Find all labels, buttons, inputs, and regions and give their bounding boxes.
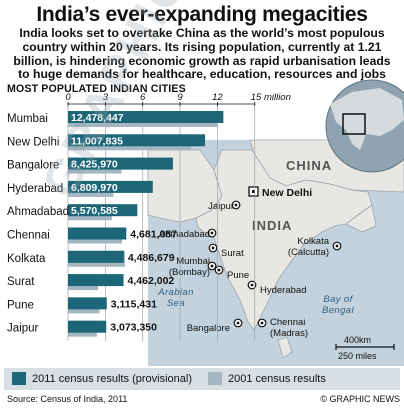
x-tick-label: 15 million — [251, 92, 291, 103]
bar-2011 — [68, 204, 138, 217]
bar-value-label: 11,007,835 — [71, 135, 123, 147]
x-tick-label: 9 — [177, 92, 183, 103]
bar-2011 — [68, 180, 153, 193]
scale-miles-label: 250 miles — [338, 351, 377, 361]
category-label: Hyderabad — [7, 183, 63, 195]
city-label: Chennai (Madras) — [270, 317, 308, 339]
source-note: Source: Census of India, 2011 — [7, 394, 128, 404]
city-label: Bangalore — [187, 323, 230, 334]
credit-note: © GRAPHIC NEWS — [320, 394, 400, 404]
category-label: Bangalore — [7, 160, 59, 172]
page-title: India’s ever-expanding megacities — [36, 3, 368, 26]
arabian-sea-label: Arabian Sea — [157, 287, 194, 309]
city-marker: Bangalore — [187, 318, 243, 334]
bar-value-label: 8,425,970 — [71, 159, 118, 171]
city-label: Mumbai (Bombay) — [169, 256, 210, 278]
x-tick-label: 12 — [212, 92, 223, 103]
sri-lanka — [277, 336, 293, 359]
city-label: Kolkata (Calcutta) — [288, 236, 330, 258]
india-label: INDIA — [252, 218, 292, 233]
chart-legend: 2011 census results (provisional) 2001 c… — [4, 368, 400, 390]
city-label: Hyderabad — [260, 285, 306, 296]
city-marker: Kolkata (Calcutta) — [288, 236, 342, 258]
city-marker: Ahmadabad — [159, 228, 217, 240]
category-label: Mumbai — [7, 113, 48, 125]
category-label: Kolkata — [7, 253, 46, 265]
city-label: Jaipur — [208, 201, 234, 212]
map-land — [147, 139, 404, 359]
city-label: Surat — [221, 248, 244, 259]
chart-bars: 12,478,447 11,007,835 8,425,970 6,809,970 5,… — [68, 111, 224, 337]
city-marker: Chennai (Madras) — [257, 317, 308, 339]
bar-value-label: 5,570,585 — [71, 205, 118, 217]
city-marker: Jaipur — [208, 200, 241, 212]
chart-title: Most Populated Indian Cities — [7, 83, 186, 95]
category-label: Surat — [7, 276, 35, 288]
x-tick-label: 0 — [65, 92, 71, 103]
bar-value-label: 3,115,431 — [111, 298, 157, 310]
bar-2011 — [68, 227, 127, 240]
city-marker: Hyderabad — [247, 280, 306, 296]
city-label: Pune — [227, 270, 249, 281]
globe-highlight-box — [342, 113, 366, 135]
intro-text: India looks set to overtake China as the… — [13, 26, 391, 82]
globe-inset — [325, 79, 404, 173]
city-label: Ahmadabad — [159, 229, 210, 240]
bar-2011 — [68, 134, 206, 147]
x-tick-label: 3 — [103, 92, 109, 103]
bar-2011 — [68, 250, 124, 263]
bay-of-bengal-label: Bay of Bengal — [322, 294, 354, 316]
chart-category-labels: Mumbai New Delhi Bangalore Hyderabad Ahmadab… — [7, 113, 69, 335]
bar-2011 — [68, 111, 224, 123]
category-label: Jaipur — [7, 323, 38, 335]
city-markers: Jaipur Ahmadabad Surat Mumbai (Bombay) Pune Hy… — [159, 200, 342, 339]
bar-2011 — [68, 274, 124, 287]
capital-label: New Delhi — [262, 187, 312, 199]
bar-value-label: 4,486,679 — [128, 252, 175, 264]
bar-value-label: 4,681,087 — [130, 229, 177, 241]
bar-2011 — [68, 320, 107, 333]
bar-value-label: 6,809,970 — [71, 182, 118, 194]
map-scale-bar: 400km 250 miles — [335, 335, 395, 361]
legend-item-2001: 2001 census results — [208, 372, 326, 385]
x-tick-label: 6 — [140, 92, 146, 103]
legend-swatch-2011 — [12, 372, 26, 385]
capital-marker — [248, 186, 259, 197]
bar-value-label: 3,073,350 — [110, 322, 157, 334]
legend-label-2011: 2011 census results (provisional) — [32, 372, 192, 385]
chart-x-axis: 0 3 6 9 12 15 million — [65, 92, 291, 106]
bangladesh-landmass — [345, 204, 377, 233]
india-landmass — [195, 149, 373, 331]
bar-2011 — [68, 297, 107, 310]
bar-value-label: 12,478,447 — [71, 112, 124, 124]
category-label: Ahmadabad — [7, 206, 69, 218]
legend-swatch-2001 — [208, 372, 222, 385]
bar-2011 — [68, 157, 173, 170]
legend-item-2011: 2011 census results (provisional) — [12, 372, 192, 385]
scale-km-label: 400km — [344, 335, 371, 345]
city-marker: Mumbai (Bombay) — [169, 256, 217, 278]
category-label: New Delhi — [7, 136, 59, 148]
city-marker: Surat — [208, 243, 244, 259]
category-label: Chennai — [7, 230, 50, 242]
category-label: Pune — [7, 299, 34, 311]
legend-label-2001: 2001 census results — [228, 372, 326, 385]
china-label: CHINA — [286, 158, 332, 173]
bar-value-label: 4,462,002 — [128, 275, 175, 287]
